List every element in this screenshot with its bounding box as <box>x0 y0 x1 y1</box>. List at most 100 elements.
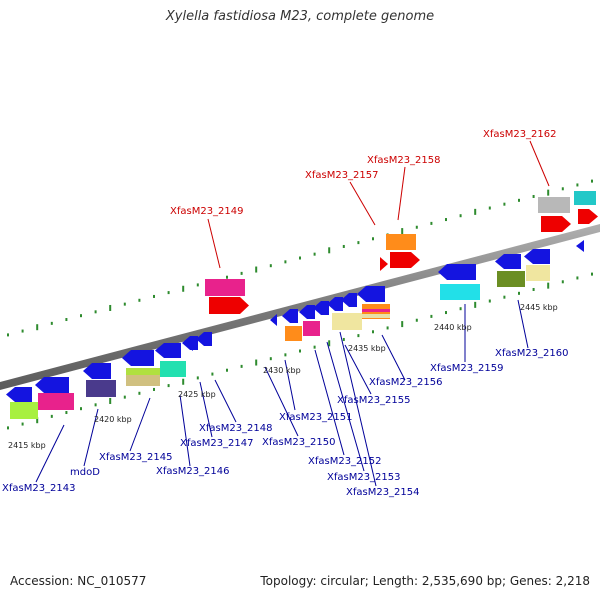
gene-arrow <box>282 309 298 323</box>
leader-line <box>284 359 296 411</box>
gene-bar <box>303 321 320 336</box>
tick-lower <box>488 299 491 303</box>
tick-upper <box>269 264 272 268</box>
tick-upper <box>21 329 24 333</box>
gene-label: XfasM23_2156 <box>369 377 443 388</box>
gene-label: XfasM23_2146 <box>156 466 230 477</box>
gene-arrow <box>524 249 550 264</box>
accession-text: Accession: NC_010577 <box>10 574 147 588</box>
tick-upper <box>459 214 462 218</box>
gene-label: XfasM23_2150 <box>262 437 336 448</box>
scale-label: 2445 kbp <box>520 303 558 312</box>
tick-lower <box>576 276 579 280</box>
gene-label: XfasM23_2153 <box>327 472 401 483</box>
gene-arrow <box>313 301 329 315</box>
gene-label: XfasM23_2148 <box>199 423 273 434</box>
scale-label: 2420 kbp <box>94 415 132 424</box>
tick-lower <box>561 280 564 284</box>
tick-lower <box>167 384 170 388</box>
gene-label: XfasM23_2155 <box>337 395 411 406</box>
gene-bar <box>386 234 416 250</box>
gene-bar <box>497 271 525 287</box>
tick-lower <box>503 295 506 299</box>
scale-labels: 2415 kbp 2420 kbp 2425 kbp 2430 kbp 2435 kbp… <box>8 303 558 450</box>
tick-lower <box>415 318 418 322</box>
leader-line <box>35 424 65 483</box>
tick-upper <box>445 218 447 222</box>
tick-upper <box>299 256 301 260</box>
tick-upper <box>50 321 53 325</box>
tick-upper <box>591 179 593 183</box>
tick-upper <box>284 260 287 264</box>
tick-lower <box>255 359 258 366</box>
gene-label: XfasM23_2158 <box>367 155 441 166</box>
scale-label: 2435 kbp <box>348 344 386 353</box>
tick-lower <box>430 314 433 318</box>
tick-upper <box>518 198 520 202</box>
scale-label: 2440 kbp <box>434 323 472 332</box>
gene-arrow <box>541 216 571 232</box>
gene-arrow <box>196 332 212 346</box>
gene-bar <box>332 313 362 330</box>
gene-bar <box>285 326 302 341</box>
tick-lower <box>591 272 593 276</box>
tick-upper <box>196 283 199 287</box>
gene-arrow <box>438 264 476 280</box>
gene-bar <box>126 368 160 375</box>
gene-arrow <box>357 286 385 302</box>
tick-lower <box>299 349 301 353</box>
tick-lower <box>328 340 331 347</box>
tick-lower <box>357 334 360 338</box>
gene-bar <box>362 314 390 318</box>
tick-lower <box>94 403 97 407</box>
tick-upper <box>65 318 68 322</box>
tick-upper <box>372 237 374 241</box>
gene-bar <box>538 197 570 213</box>
gene-bar <box>362 309 390 312</box>
scale-label: 2430 kbp <box>263 366 301 375</box>
leader-line <box>264 366 299 437</box>
gene-arrow <box>6 387 32 402</box>
tick-lower <box>80 407 82 411</box>
tick-lower <box>401 321 404 328</box>
gene-arrow <box>155 343 181 358</box>
gene-label: XfasM23_2145 <box>99 452 173 463</box>
tick-lower <box>196 376 199 380</box>
tick-upper <box>342 244 345 248</box>
gene-arrow <box>122 350 154 366</box>
tick-lower <box>386 326 389 330</box>
tick-upper <box>36 324 39 331</box>
tick-upper <box>357 241 360 245</box>
tick-upper <box>255 266 258 273</box>
tick-lower <box>7 426 9 430</box>
tick-lower <box>36 417 39 424</box>
leader-line <box>517 299 529 349</box>
tick-lower <box>269 357 272 361</box>
tick-lower <box>182 378 185 385</box>
gene-bar <box>574 191 596 205</box>
leader-line <box>214 379 237 423</box>
gene-label: XfasM23_2147 <box>180 438 254 449</box>
leader-line <box>381 334 406 381</box>
leader-line <box>83 408 99 467</box>
gene-label: XfasM23_2143 <box>2 483 76 494</box>
tick-upper <box>415 225 418 229</box>
gene-arrow <box>83 363 111 379</box>
tick-lower <box>445 311 447 315</box>
gene-label: XfasM23_2154 <box>346 487 420 498</box>
tick-lower <box>50 414 53 418</box>
tick-lower <box>474 301 477 308</box>
tick-upper <box>182 285 185 292</box>
tick-lower <box>372 330 374 334</box>
leader-line <box>129 397 151 452</box>
leader-line <box>199 381 213 438</box>
tick-upper <box>167 291 170 295</box>
gene-arrow <box>299 305 315 319</box>
tick-upper <box>138 298 141 302</box>
gene-arrow <box>185 339 193 351</box>
tick-upper <box>123 302 126 306</box>
genome-summary-text: Topology: circular; Length: 2,535,690 bp… <box>260 574 590 588</box>
gene-label: XfasM23_2152 <box>308 456 382 467</box>
gene-arrow <box>270 314 277 326</box>
